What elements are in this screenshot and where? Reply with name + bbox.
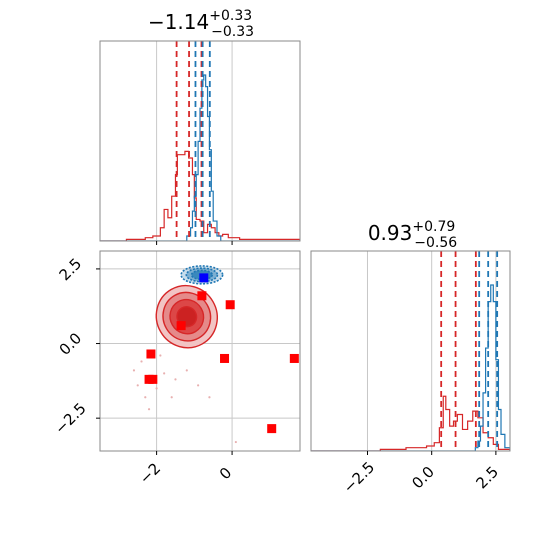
red-square-marker <box>267 424 277 434</box>
plot-area <box>100 41 300 241</box>
red-sample-point <box>269 459 271 461</box>
panel-title: 0.93+0.79 −0.56 <box>368 219 457 251</box>
red-sample-point <box>170 396 173 399</box>
title-lower-error: −0.56 <box>414 235 457 251</box>
x-tick-label: 0 <box>216 464 235 483</box>
y-tick-label: −2.5 <box>51 399 89 437</box>
x-tick-label: 2.5 <box>473 463 503 493</box>
red-sample-point <box>185 369 188 372</box>
red-square-marker <box>225 300 235 310</box>
red-square-marker <box>289 353 299 363</box>
y-tick-label: 2.5 <box>56 255 86 285</box>
y-tick-label: 0.0 <box>56 329 86 359</box>
red-square-marker <box>146 349 156 359</box>
red-sample-point <box>159 354 162 357</box>
red-sample-point <box>234 440 237 444</box>
red-square-marker <box>220 353 230 363</box>
red-sample-point <box>144 396 147 399</box>
red-sample-point <box>163 372 166 375</box>
title-value: 0.93 <box>368 221 413 245</box>
plot-area <box>100 251 300 467</box>
red-sample-point <box>284 465 286 467</box>
x-tick-label: 0.0 <box>408 463 438 493</box>
panel-frame <box>99 250 301 452</box>
red-histogram <box>311 395 510 451</box>
red-sample-point <box>174 378 177 381</box>
red-square-marker <box>148 374 158 384</box>
red-sample-point <box>197 384 200 387</box>
x-tick-label: −2.5 <box>340 458 378 496</box>
x-tick-label: −2 <box>136 459 164 487</box>
title-upper-error: +0.33 <box>209 8 252 24</box>
red-square-marker <box>197 291 207 301</box>
panel-title: −1.14+0.33 −0.33 <box>148 8 254 40</box>
joint-panel: −2 0 2.5 0.0 −2.5 <box>51 250 301 488</box>
red-histogram <box>100 150 300 241</box>
red-sample-point <box>220 459 222 461</box>
red-density <box>155 284 218 349</box>
blue-square-marker <box>199 273 209 283</box>
blue-histogram <box>311 284 510 451</box>
red-sample-point <box>132 369 136 372</box>
panel-frame <box>99 40 301 242</box>
red-sample-point <box>155 387 158 390</box>
blue-histogram <box>100 74 300 241</box>
title-value: −1.14 <box>148 10 209 34</box>
panel-frame <box>310 250 511 452</box>
red-sample-point <box>136 384 139 387</box>
red-sample-point <box>208 396 211 399</box>
marginal-param-2-panel: −2.5 0.0 2.5 0.93+0.79 −0.56 <box>310 219 511 497</box>
marginal-param-1-panel: −1.14+0.33 −0.33 <box>99 8 301 245</box>
red-sample-point <box>147 408 151 411</box>
title-upper-error: +0.79 <box>412 219 455 235</box>
red-sample-point <box>140 360 143 363</box>
plot-area <box>311 251 510 451</box>
title-lower-error: −0.33 <box>211 24 254 40</box>
red-square-marker <box>176 321 186 331</box>
